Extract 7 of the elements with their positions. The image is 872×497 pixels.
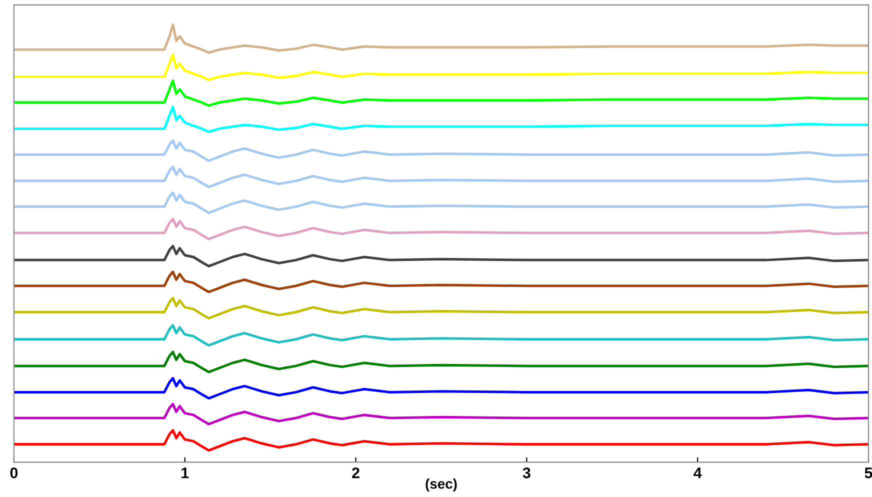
x-axis-title: (sec) bbox=[426, 478, 457, 492]
x-tick-label: 2 bbox=[352, 467, 360, 478]
x-tick-label: 5 bbox=[864, 468, 872, 478]
x-tick-label: 4 bbox=[694, 468, 702, 478]
x-tick-label: 0 bbox=[10, 467, 18, 478]
x-tick-label: 1 bbox=[182, 468, 189, 478]
x-tick-label: 3 bbox=[522, 467, 530, 478]
